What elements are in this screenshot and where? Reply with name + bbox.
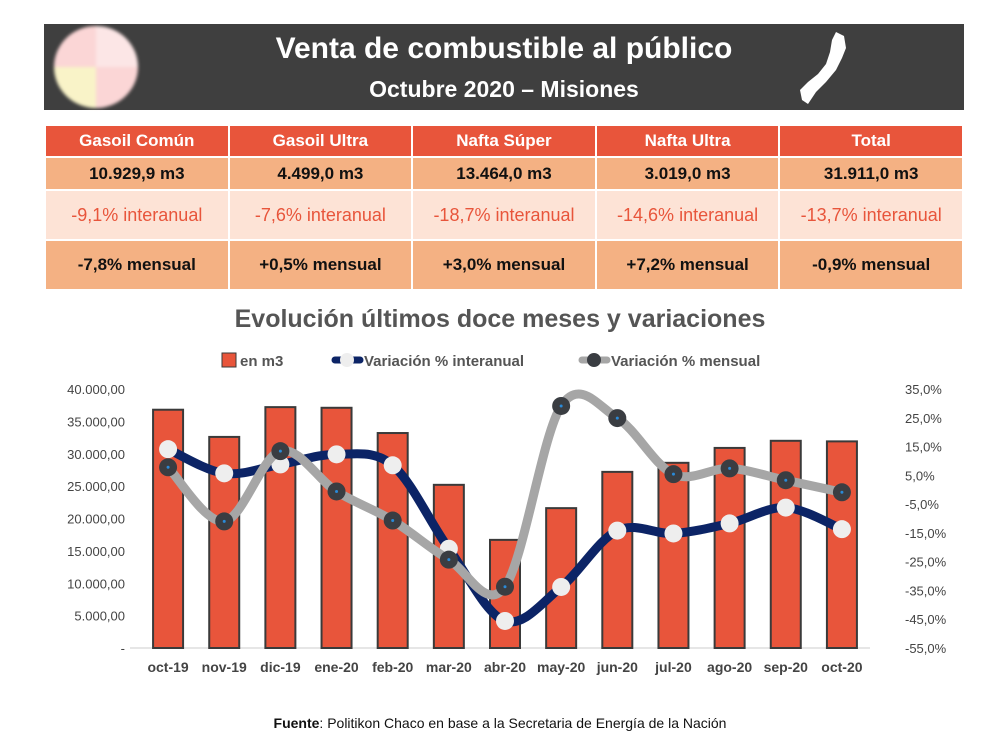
right-tick-label: 25,0% (905, 411, 942, 426)
x-tick-label: sep-20 (764, 659, 809, 675)
col-header: Nafta Ultra (594, 124, 781, 158)
mensual-cell: -0,9% mensual (778, 239, 964, 291)
interanual-cell: -14,6% interanual (594, 189, 781, 241)
x-tick-label: feb-20 (372, 659, 413, 675)
misiones-map-icon (800, 32, 846, 104)
x-tick-label: nov-19 (202, 659, 247, 675)
left-tick-label: 10.000,00 (67, 576, 125, 591)
right-tick-label: -45,0% (905, 612, 947, 627)
mensual-point-center (728, 466, 732, 470)
mensual-point-center (615, 416, 619, 420)
legend-swatch-bars (221, 352, 237, 368)
x-tick-label: jul-20 (654, 659, 692, 675)
col-header: Gasoil Ultra (227, 124, 414, 158)
interanual-point (608, 521, 627, 540)
interanual-point (664, 524, 683, 543)
right-tick-label: 15,0% (905, 440, 942, 455)
mensual-cell: +0,5% mensual (227, 239, 414, 291)
x-tick-label: oct-19 (147, 659, 188, 675)
right-tick-label: -5,0% (905, 497, 939, 512)
volume-cell: 13.464,0 m3 (411, 156, 597, 191)
header-banner: Venta de combustible al público Octubre … (44, 24, 964, 110)
source-note: Fuente: Politikon Chaco en base a la Sec… (0, 715, 1000, 731)
mensual-point-center (391, 519, 395, 523)
right-tick-label: 35,0% (905, 382, 942, 397)
x-tick-label: ago-20 (707, 659, 752, 675)
volume-cell: 4.499,0 m3 (227, 156, 414, 191)
interanual-point (496, 611, 514, 630)
col-header: Nafta Súper (411, 124, 597, 158)
bar (825, 440, 858, 649)
mensual-cell: +7,2% mensual (594, 239, 781, 291)
mensual-point-center (503, 585, 507, 589)
interanual-cell: -9,1% interanual (44, 189, 230, 241)
x-tick-label: abr-20 (484, 659, 526, 675)
legend-label: Variación % interanual (364, 353, 524, 370)
mensual-point-center (671, 472, 675, 476)
mensual-point-center (447, 558, 451, 562)
legend-label: en m3 (240, 353, 283, 370)
right-tick-label: 5,0% (905, 468, 935, 483)
right-tick-label: -15,0% (905, 526, 947, 541)
left-tick-label: 30.000,00 (67, 447, 125, 462)
interanual-cell: -18,7% interanual (411, 189, 597, 241)
left-tick-label: 20.000,00 (67, 512, 125, 527)
combo-chart: - 5.000,00 10.000,00 15.000,00 20.000,00 25.0… (67, 352, 947, 675)
right-tick-label: -35,0% (905, 583, 947, 598)
mensual-point-center (335, 489, 339, 493)
x-tick-label: may-20 (537, 659, 585, 675)
chart-title: Evolución últimos doce meses y variacion… (234, 305, 766, 333)
interanual-point (552, 577, 571, 596)
legend-marker-interanual (340, 353, 354, 367)
interanual-point (776, 498, 795, 517)
interanual-point (383, 456, 402, 475)
mensual-cell: +3,0% mensual (411, 239, 597, 291)
x-tick-label: oct-20 (821, 659, 862, 675)
page-subtitle: Octubre 2020 – Misiones (369, 76, 639, 102)
x-tick-label: dic-19 (260, 659, 301, 675)
bar (713, 446, 746, 649)
interanual-point (832, 520, 851, 539)
mensual-cell: -7,8% mensual (44, 239, 230, 291)
mensual-point-center (784, 478, 788, 482)
x-tick-label: mar-20 (426, 659, 472, 675)
volume-cell: 31.911,0 m3 (778, 156, 964, 191)
x-tick-label: ene-20 (314, 659, 359, 675)
col-header: Total (778, 124, 964, 158)
x-tick-label: jun-20 (596, 659, 638, 675)
legend-label: Variación % mensual (611, 353, 760, 370)
mensual-point-center (840, 490, 844, 494)
mensual-point-center (222, 519, 226, 523)
mensual-point-center (278, 449, 282, 453)
left-tick-label: 5.000,00 (74, 609, 125, 624)
left-tick-label: 35.000,00 (67, 414, 125, 429)
volume-cell: 10.929,9 m3 (44, 156, 230, 191)
source-label: Fuente (273, 715, 320, 731)
left-tick-label: - (121, 641, 125, 656)
interanual-point (159, 440, 178, 459)
right-tick-label: -55,0% (905, 641, 947, 656)
col-header: Gasoil Común (44, 124, 230, 158)
interanual-cell: -7,6% interanual (227, 189, 414, 241)
left-tick-label: 25.000,00 (67, 479, 125, 494)
bar (320, 406, 353, 649)
interanual-cell: -13,7% interanual (778, 189, 964, 241)
summary-table: Gasoil Común Gasoil Ultra Nafta Súper Na… (44, 124, 964, 291)
left-tick-label: 15.000,00 (67, 544, 125, 559)
legend-marker-mensual (587, 353, 601, 367)
politikon-logo (54, 26, 138, 108)
interanual-point (327, 445, 346, 464)
mensual-point-center (166, 465, 170, 469)
interanual-point (720, 514, 739, 533)
interanual-point (215, 464, 234, 483)
bar (601, 470, 634, 649)
bar (657, 461, 690, 649)
page-title: Venta de combustible al público (275, 32, 733, 65)
right-tick-label: -25,0% (905, 555, 947, 570)
mensual-point-center (559, 404, 563, 408)
interanual-point (271, 455, 290, 474)
left-tick-label: 40.000,00 (67, 382, 125, 397)
volume-cell: 3.019,0 m3 (594, 156, 781, 191)
source-text: : Politikon Chaco en base a la Secretari… (319, 715, 727, 731)
